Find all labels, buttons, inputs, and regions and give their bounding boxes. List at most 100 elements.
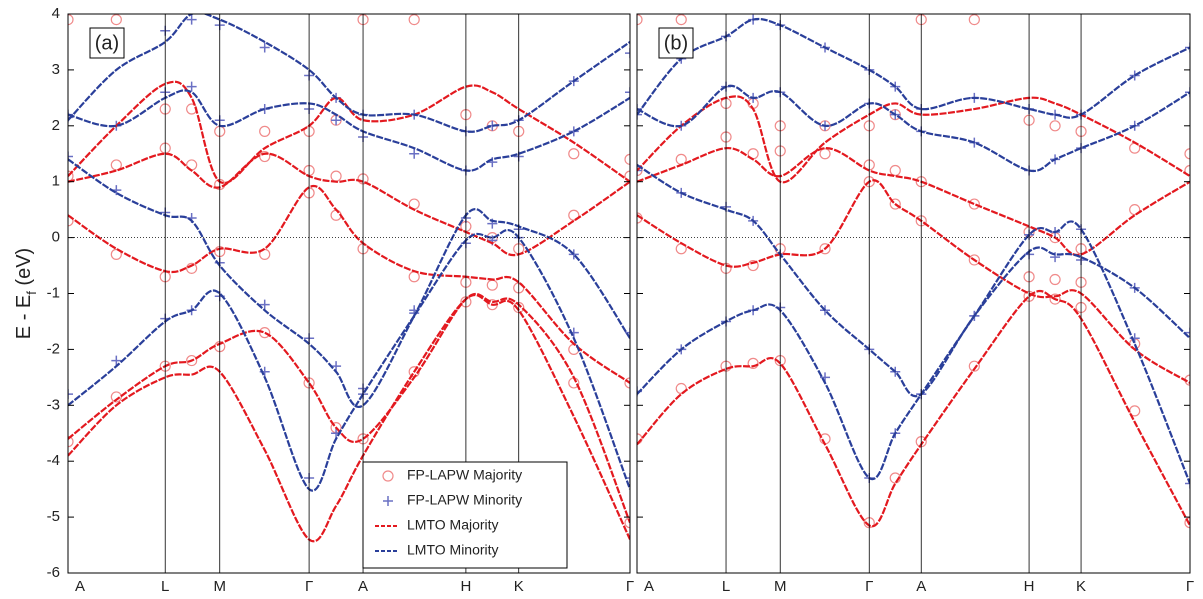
band-point: [1129, 204, 1141, 216]
band-point: [68, 389, 73, 400]
band-point: [259, 125, 271, 137]
band-point: [889, 164, 901, 177]
band-line: [637, 147, 1190, 257]
band-point: [968, 254, 980, 266]
band-line: [637, 179, 1190, 384]
band-line: [68, 89, 630, 172]
x-tick-label: Γ: [1186, 578, 1194, 595]
y-tick-label: 1: [52, 173, 60, 190]
band-point: [625, 87, 630, 98]
y-tick-label: -1: [47, 284, 60, 301]
band-line: [68, 292, 630, 524]
x-tick-label: L: [722, 578, 730, 595]
legend-symbol: [383, 496, 393, 506]
band-line: [637, 95, 1190, 184]
x-tick-label: K: [514, 578, 524, 595]
y-tick-label: 0: [52, 229, 60, 246]
y-tick-label: 4: [52, 5, 60, 22]
band-point: [624, 517, 630, 529]
band-point: [1184, 517, 1190, 529]
band-point: [68, 436, 74, 448]
band-point: [1049, 120, 1061, 132]
x-tick-label: Γ: [626, 578, 634, 595]
x-tick-label: H: [460, 578, 471, 595]
band-point: [568, 209, 580, 221]
band-point: [186, 14, 197, 25]
x-tick-label: M: [774, 578, 787, 595]
band-point: [1185, 327, 1190, 338]
y-tick-label: -2: [47, 340, 60, 357]
legend-label: LMTO Minority: [407, 542, 499, 558]
band-point: [110, 248, 122, 260]
x-tick-label: A: [75, 578, 85, 595]
band-point: [625, 327, 630, 338]
band-point: [68, 215, 74, 227]
band-point: [259, 327, 271, 339]
y-tick-label: -4: [47, 452, 60, 469]
legend-label: FP-LAPW Minority: [407, 492, 522, 508]
band-line: [68, 14, 630, 133]
frame: [67, 13, 631, 574]
band-point: [568, 148, 580, 160]
x-tick-label: Γ: [865, 578, 873, 595]
band-point: [624, 153, 630, 165]
panel-label: (b): [664, 32, 688, 54]
band-point: [568, 126, 579, 137]
band-point: [1184, 148, 1190, 160]
band-point: [408, 14, 420, 26]
band-point: [186, 262, 198, 274]
y-tick-label: 3: [52, 61, 60, 78]
band-line: [68, 152, 630, 257]
band-point: [889, 472, 901, 484]
band-line: [68, 80, 630, 185]
band-point: [68, 14, 74, 26]
band-point: [409, 148, 420, 159]
band-point: [1185, 42, 1190, 53]
band-point: [330, 170, 342, 182]
band-line: [68, 229, 630, 492]
band-point: [637, 165, 642, 176]
y-label-main: E - E: [13, 295, 35, 339]
band-point: [111, 355, 122, 366]
y-axis-label: E - Ef (eV): [13, 248, 39, 339]
band-point: [68, 170, 74, 182]
band-point: [968, 198, 980, 210]
band-point: [110, 14, 122, 26]
band-point: [675, 382, 687, 395]
band-point: [637, 14, 643, 26]
frame: [636, 13, 1191, 574]
band-point: [1129, 70, 1140, 81]
band-point: [331, 115, 342, 126]
x-tick-label: K: [1076, 578, 1086, 595]
y-tick-label: -3: [47, 396, 60, 413]
x-tick-label: H: [1024, 578, 1035, 595]
band-point: [1049, 293, 1061, 305]
band-line: [68, 158, 630, 409]
panel-label: (a): [95, 32, 119, 54]
band-point: [186, 81, 197, 92]
plot-area: [637, 14, 1190, 529]
band-point: [1185, 478, 1190, 489]
y-tick-label: -5: [47, 508, 60, 525]
band-point: [747, 259, 759, 272]
x-tick-label: M: [213, 578, 226, 595]
band-point: [968, 14, 980, 26]
x-tick-label: L: [161, 578, 169, 595]
band-line: [637, 220, 1190, 484]
band-point: [186, 354, 198, 367]
band-point: [747, 357, 759, 369]
band-point: [637, 433, 643, 445]
band-line: [637, 164, 1190, 398]
band-point: [1049, 273, 1061, 286]
y-tick-label: 2: [52, 117, 60, 134]
band-line: [68, 184, 630, 384]
band-point: [331, 361, 342, 372]
band-line: [637, 289, 1190, 528]
band-point: [819, 148, 831, 160]
band-point: [889, 198, 901, 210]
band-point: [675, 14, 687, 26]
band-line: [637, 17, 1190, 119]
x-tick-label: Γ: [305, 578, 313, 595]
band-point: [68, 151, 73, 162]
